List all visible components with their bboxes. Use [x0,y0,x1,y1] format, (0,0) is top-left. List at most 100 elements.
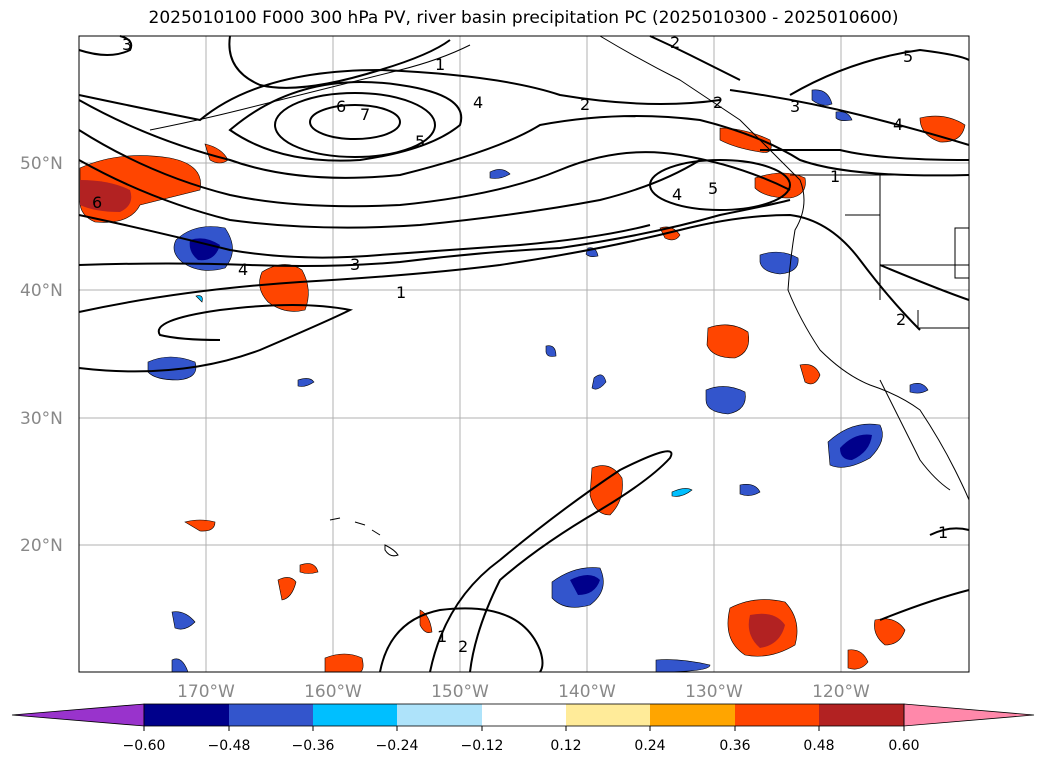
precip-blob [705,386,746,415]
lat-label: 30°N [20,409,63,429]
colorbar-bin [313,704,397,726]
us-borders [790,174,970,329]
pv-contour [78,213,921,331]
longitude-labels: 170°W 160°W 150°W 140°W 130°W 120°W [177,682,870,702]
colorbar-extend-max [903,703,1035,727]
negative-precip-areas [147,89,929,673]
contour-label: 4 [893,115,903,134]
pv-contour [379,607,544,673]
precip-blob [147,356,197,381]
precip-blob [739,484,761,496]
map-background [79,36,969,672]
precip-blob [874,618,906,646]
pv-contour [78,129,791,208]
contour-label: 1 [396,283,406,302]
contour-label: 6 [92,193,102,212]
contour-label: 4 [238,260,248,279]
contour-label: 1 [830,167,840,186]
lon-label: 120°W [812,682,870,702]
colorbar-bin [819,704,904,726]
precip-blob [811,89,833,106]
contour-label: 5 [708,179,718,198]
pv-contour [78,99,970,179]
north-america-coast [599,35,970,501]
pv-contour [429,450,673,673]
lon-label: 140°W [558,682,616,702]
precip-blob [80,180,132,212]
precip-blob [545,345,557,357]
map-border [78,35,970,673]
map-title: 2025010100 F000 300 hPa PV, river basin … [148,8,899,28]
contour-label: 1 [938,523,948,542]
contour-label: 7 [360,105,370,124]
contour-label: 2 [458,637,468,656]
colorbar-tick-label: 0.60 [888,738,919,754]
colorbar-tick-label: 0.12 [550,738,581,754]
colorbar-ticks [143,726,905,731]
contour-labels: 3 2 1 2 5 3 4 6 7 4 2 5 1 4 5 6 4 3 1 2 … [92,33,948,656]
contour-label: 2 [713,93,723,112]
contour-label: 3 [790,97,800,116]
precip-blob [184,519,216,532]
colorbar: −0.60 −0.48 −0.36 −0.24 −0.12 0.12 0.24 … [11,703,1035,754]
precip-blob [909,383,929,394]
baja-coast [879,379,951,491]
precip-blob [759,251,799,275]
precip-blob [324,653,364,673]
coastlines [149,35,970,557]
colorbar-bin [229,704,313,726]
precip-blob [489,169,511,179]
colorbar-tick-label: −0.36 [292,738,335,754]
colorbar-bin [566,704,650,726]
precip-blob [189,238,220,261]
pv-contour [759,149,970,161]
lon-label: 170°W [177,682,235,702]
contour-label: 3 [350,255,360,274]
colorbar-bin [144,704,229,726]
precip-blob [195,295,203,303]
colorbar-tick-label: −0.48 [208,738,251,754]
colorbar-bin [397,704,482,726]
pv-contour [78,35,133,56]
colorbar-tick-label: −0.24 [376,738,419,754]
contour-label: 6 [336,97,346,116]
pv-contour [78,199,791,267]
contour-label: 2 [670,33,680,52]
colorbar-outline [143,703,905,727]
colorbar-bin [735,704,819,726]
pv-contour [78,214,651,259]
precip-blob [748,613,785,648]
precip-blob [706,324,749,359]
contour-label: 4 [473,93,483,112]
pv-contour [729,89,970,146]
colorbar-bin [650,704,735,726]
pv-contour [649,35,741,81]
precip-blob [171,611,196,630]
gridlines [79,36,969,672]
contour-label: 5 [903,47,913,66]
colorbar-tick-label: 0.36 [719,738,750,754]
pv-contour [78,304,354,373]
contour-label: 1 [435,55,445,74]
lat-label: 50°N [20,154,63,174]
colorbar-tick-label: −0.12 [461,738,504,754]
precip-blob [277,577,297,601]
pv-contours [78,35,970,673]
contour-label: 1 [437,627,447,646]
pv-contour [879,264,970,301]
precip-blob [591,374,607,390]
precip-blob [299,563,319,574]
precip-blob [297,378,315,387]
pv-contour [274,92,436,158]
lon-label: 130°W [685,682,743,702]
precip-blob [570,575,600,595]
latitude-labels: 50°N 40°N 30°N 20°N [20,154,63,556]
pv-contour [929,527,970,536]
pv-contour [649,159,791,211]
lat-label: 40°N [20,281,63,301]
precip-blob [847,649,869,670]
colorbar-extend-min [11,703,145,727]
precip-blob [799,364,821,385]
precip-blob [589,465,623,516]
